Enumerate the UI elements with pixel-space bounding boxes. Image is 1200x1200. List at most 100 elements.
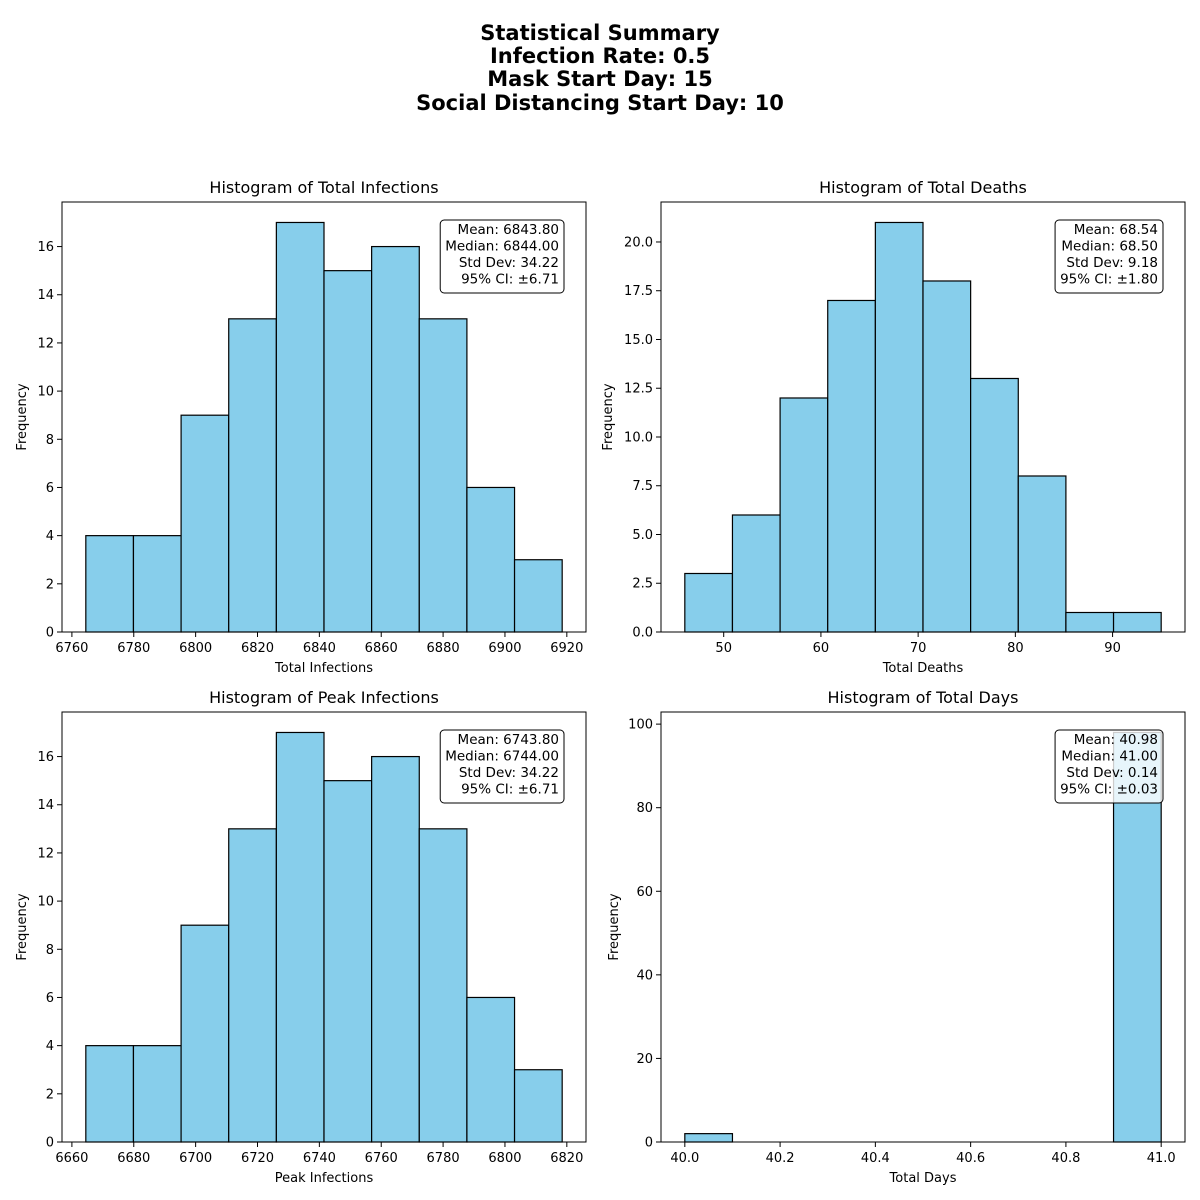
x-tick-label: 6820 [550,1151,583,1166]
histogram-bar [275,221,325,633]
histogram-bar [1017,475,1067,633]
y-tick-label: 4 [46,1039,54,1054]
histogram-bar [132,1045,182,1143]
x-axis-label: Peak Infections [275,1171,374,1186]
y-tick-label: 6 [46,481,54,496]
panel-total-days: Histogram of Total Days 40.0 40.2 40.4 40.6 4… [607,688,1186,1186]
stats-box [1054,219,1164,294]
axes-frame [660,711,1186,1143]
x-tick-label: 6880 [427,641,460,656]
histogram-bar [418,828,468,1143]
histogram-bar [132,535,182,633]
axes-frame [61,711,587,1143]
y-tick-label: 2 [46,577,54,592]
y-axis-label: Frequency [15,383,30,450]
x-tick-label: 6900 [488,641,521,656]
x-tick-label: 40.4 [861,1151,890,1166]
x-tick-label: 6700 [179,1151,212,1166]
panel-title-total-deaths: Histogram of Total Deaths [819,178,1027,197]
histogram-bar [513,559,563,633]
x-tick-label: 50 [715,641,732,656]
x-tick-label: 6740 [303,1151,336,1166]
stat-line: Mean: 6843.80 [458,222,559,238]
y-tick-label: 14 [37,798,54,813]
stats-box [439,219,565,294]
y-tick-label: 10 [37,895,54,910]
stat-line: Median: 68.50 [1061,239,1158,255]
panel-title-total-days: Histogram of Total Days [828,688,1019,707]
y-tick-label: 40 [636,968,653,983]
histogram-bar [228,318,277,633]
axes-frame [61,201,587,633]
y-tick-label: 2 [46,1087,54,1102]
x-tick-label: 70 [910,641,927,656]
y-tick-label: 15.0 [624,333,653,348]
stat-line: 95% CI: ±6.71 [461,782,559,798]
x-tick-label: 41.0 [1147,1151,1176,1166]
stat-line: Std Dev: 0.14 [1066,765,1158,781]
histogram-bar [970,377,1019,633]
histogram-bar [323,780,373,1143]
x-tick-label: 90 [1104,641,1121,656]
stat-line: Std Dev: 34.22 [459,255,559,271]
x-tick-label: 6720 [241,1151,274,1166]
y-tick-label: 12 [37,846,54,861]
stat-line: Median: 6744.00 [445,749,559,765]
histogram-bar [371,245,420,633]
histogram-bar [1065,611,1115,633]
histogram-bar [466,996,516,1143]
y-tick-label: 10.0 [624,430,653,445]
histogram-bar [779,397,829,633]
stat-line: Median: 41.00 [1061,749,1158,765]
histogram-bar [874,221,924,633]
y-tick-label: 16 [37,240,54,255]
histogram-bar [180,924,230,1143]
x-tick-label: 80 [1007,641,1024,656]
y-tick-label: 14 [37,288,54,303]
y-tick-label: 10 [37,385,54,400]
figure-title-line-3: Mask Start Day: 15 [487,67,712,91]
histogram-bar [922,280,972,633]
x-tick-label: 6840 [303,641,336,656]
y-tick-label: 0 [46,1136,54,1151]
x-tick-label: 40.8 [1051,1151,1080,1166]
y-tick-label: 16 [37,750,54,765]
stat-line: Mean: 68.54 [1074,222,1158,238]
y-tick-label: 12.5 [624,382,653,397]
histogram-bar [466,486,516,633]
stat-line: 95% CI: ±1.80 [1060,272,1158,288]
x-tick-label: 6760 [55,641,88,656]
stats-box [439,729,565,804]
y-tick-label: 2.5 [632,577,653,592]
x-tick-label: 6660 [55,1151,88,1166]
y-tick-label: 8 [46,943,54,958]
y-tick-label: 4 [46,529,54,544]
x-tick-label: 6820 [241,641,274,656]
y-tick-label: 6 [46,991,54,1006]
stat-line: 95% CI: ±0.03 [1060,782,1158,798]
y-tick-label: 12 [37,336,54,351]
histogram-bar [85,535,135,633]
stat-line: Std Dev: 34.22 [459,765,559,781]
y-tick-label: 5.0 [632,528,653,543]
y-tick-label: 0.0 [632,626,653,641]
histogram-bar [418,318,468,633]
stat-line: Mean: 6743.80 [458,732,559,748]
y-tick-label: 60 [636,885,653,900]
histogram-bar [513,1069,563,1143]
x-tick-label: 6780 [427,1151,460,1166]
histogram-bar [684,572,734,633]
y-tick-label: 100 [628,718,653,733]
x-axis-label: Total Deaths [882,661,964,676]
y-tick-label: 80 [636,801,653,816]
histogram-bar [827,299,876,633]
x-tick-label: 6800 [488,1151,521,1166]
y-tick-label: 20.0 [624,235,653,250]
x-tick-label: 60 [813,641,830,656]
histogram-bar [371,755,420,1143]
x-tick-label: 6920 [550,641,583,656]
x-tick-label: 6780 [117,641,150,656]
